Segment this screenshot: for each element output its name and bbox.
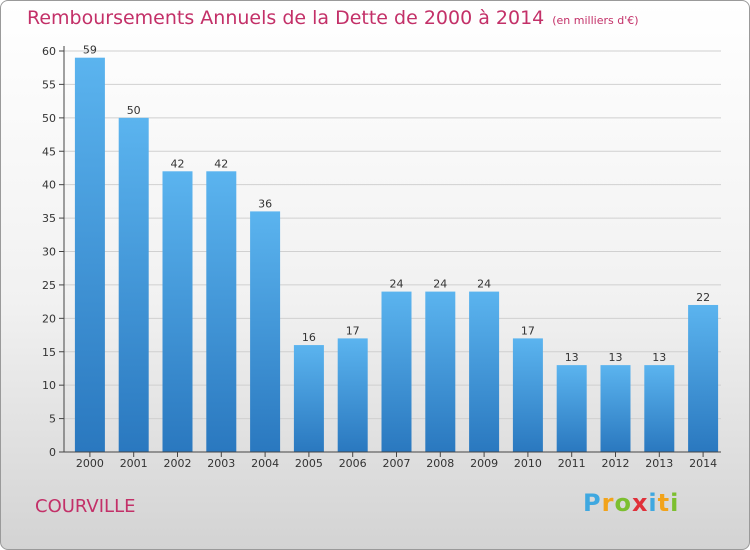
bar-value-label: 24	[390, 278, 404, 291]
bar-value-label: 13	[652, 351, 666, 364]
logo-letter: r	[601, 489, 615, 517]
x-tick-label: 2005	[295, 457, 323, 470]
chart-title: Remboursements Annuels de la Dette de 20…	[27, 7, 639, 29]
bar	[74, 57, 105, 452]
y-tick-label: 50	[42, 112, 56, 125]
city-name: COURVILLE	[35, 496, 136, 517]
y-tick-label: 40	[42, 179, 56, 192]
bar-value-label: 13	[565, 351, 579, 364]
bar-value-label: 50	[127, 104, 141, 117]
y-tick-label: 20	[42, 312, 56, 325]
bar	[425, 291, 456, 452]
bar	[250, 211, 281, 452]
bar	[688, 304, 719, 452]
bar	[469, 291, 500, 452]
bar-value-label: 42	[171, 157, 185, 170]
bar-value-label: 24	[433, 278, 447, 291]
x-tick-label: 2012	[602, 457, 630, 470]
bar	[512, 338, 543, 452]
x-tick-label: 2006	[339, 457, 367, 470]
bar	[206, 171, 237, 453]
x-tick-label: 2009	[470, 457, 498, 470]
x-tick-label: 2008	[426, 457, 454, 470]
bar	[600, 365, 631, 452]
logo-letter: x	[631, 489, 649, 517]
bar	[644, 365, 675, 452]
y-tick-label: 15	[42, 346, 56, 359]
bar	[556, 365, 587, 452]
bars: 59 50 42 42 36 16 17 24 24 24 17 13 13 13 22	[74, 44, 719, 453]
x-tick-label: 2011	[558, 457, 586, 470]
bar-value-label: 17	[521, 324, 535, 337]
x-tick-label: 2002	[164, 457, 192, 470]
bar	[118, 117, 149, 452]
y-tick-label: 30	[42, 246, 56, 259]
bar-value-label: 13	[609, 351, 623, 364]
bar-value-label: 42	[214, 157, 228, 170]
logo-letter: P	[583, 489, 602, 517]
x-tick-label: 2004	[251, 457, 279, 470]
y-tick-label: 45	[42, 145, 56, 158]
logo-letter: i	[648, 489, 658, 517]
y-tick-label: 60	[42, 45, 56, 58]
bar-value-label: 24	[477, 278, 491, 291]
bar	[162, 171, 193, 453]
y-tick-label: 0	[49, 446, 56, 459]
x-tick-label: 2000	[76, 457, 104, 470]
x-tick-label: 2003	[207, 457, 235, 470]
axes: 0 5 10 15 20 25 30 35 40 45 50 55 60 2000 2001 2002 2003…	[42, 45, 721, 470]
x-tick-label: 2013	[645, 457, 673, 470]
unit-label: (en milliers d'€)	[552, 14, 639, 27]
proxiti-logo: Proxiti	[583, 489, 679, 517]
bar	[381, 291, 412, 452]
bar-value-label: 59	[83, 44, 97, 57]
logo-letter: t	[657, 489, 671, 517]
y-tick-label: 10	[42, 379, 56, 392]
x-tick-label: 2014	[689, 457, 717, 470]
logo-letter: i	[670, 489, 680, 517]
x-tick-label: 2010	[514, 457, 542, 470]
logo-letter: o	[614, 489, 632, 517]
y-tick-label: 35	[42, 212, 56, 225]
y-tick-label: 25	[42, 279, 56, 292]
x-tick-label: 2001	[120, 457, 148, 470]
bar-value-label: 22	[696, 291, 710, 304]
bar	[293, 345, 324, 452]
bar-value-label: 16	[302, 331, 316, 344]
x-tick-label: 2007	[383, 457, 411, 470]
title-text: Remboursements Annuels de la Dette de 20…	[27, 7, 545, 29]
bar-value-label: 36	[258, 197, 272, 210]
bar-value-label: 17	[346, 324, 360, 337]
bar	[337, 338, 368, 452]
y-tick-label: 5	[49, 413, 56, 426]
y-tick-label: 55	[42, 78, 56, 91]
